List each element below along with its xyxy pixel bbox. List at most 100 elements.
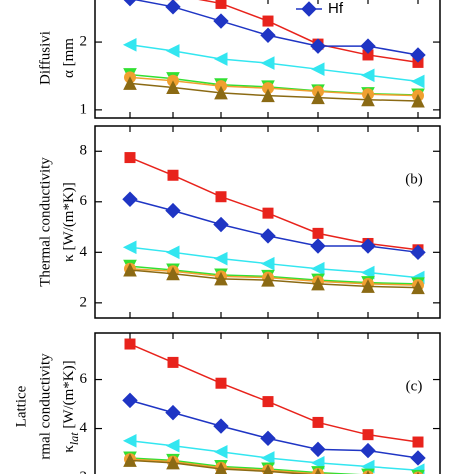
marker xyxy=(261,88,275,103)
marker xyxy=(262,15,274,27)
marker xyxy=(410,74,425,89)
marker xyxy=(123,453,137,467)
marker xyxy=(165,245,180,260)
y-tick-label: 4 xyxy=(80,420,88,436)
y-axis-title: κlat [W/(m*K)] xyxy=(61,360,80,452)
y-tick-label: 2 xyxy=(80,469,88,474)
marker xyxy=(166,80,180,94)
marker xyxy=(122,433,137,448)
marker xyxy=(122,240,137,255)
y-axis-subscript: lat xyxy=(67,432,81,445)
marker xyxy=(311,276,325,291)
y-axis-unit: [W/(m*K)] xyxy=(61,360,77,432)
marker xyxy=(260,56,275,70)
marker xyxy=(215,377,227,389)
marker xyxy=(124,338,136,350)
marker xyxy=(263,464,273,474)
y-axis-title: Lattice xyxy=(13,385,29,427)
marker xyxy=(165,404,181,421)
marker xyxy=(310,456,325,470)
marker xyxy=(311,90,325,105)
y-axis-title: α [mm xyxy=(61,38,77,78)
marker xyxy=(261,272,275,287)
marker xyxy=(260,228,276,244)
y-tick-label: 4 xyxy=(80,244,88,260)
marker xyxy=(361,279,375,293)
y-axis-title: κ [W/(m*K)] xyxy=(61,182,77,262)
marker xyxy=(361,92,375,107)
marker xyxy=(165,44,180,58)
marker xyxy=(165,0,181,15)
marker xyxy=(215,191,227,203)
y-axis-symbol: α [mm xyxy=(61,38,77,78)
marker xyxy=(122,191,138,207)
marker xyxy=(123,262,137,277)
marker xyxy=(167,169,179,181)
marker xyxy=(213,216,229,233)
marker xyxy=(411,93,425,108)
y-axis-title: Diffusivi xyxy=(37,31,53,85)
y-axis-symbol: κ [W/(m*K)] xyxy=(61,182,77,262)
marker xyxy=(214,85,228,100)
marker xyxy=(310,238,326,254)
marker xyxy=(123,76,137,90)
y-axis-title: rmal conductivity xyxy=(37,353,53,460)
marker xyxy=(312,416,324,428)
marker xyxy=(124,152,136,164)
marker xyxy=(360,238,376,254)
marker xyxy=(167,356,179,368)
marker xyxy=(360,442,376,459)
panel-label: (c) xyxy=(406,378,423,394)
marker xyxy=(165,202,181,219)
marker xyxy=(166,266,180,281)
marker xyxy=(260,256,275,271)
marker xyxy=(213,52,228,66)
marker xyxy=(213,251,228,266)
y-tick-label: 8 xyxy=(80,143,88,159)
marker xyxy=(260,430,276,447)
y-tick-label: 1 xyxy=(80,101,88,117)
marker xyxy=(123,0,137,7)
marker xyxy=(411,280,425,295)
marker xyxy=(312,227,324,239)
marker xyxy=(310,62,325,76)
y-axis-title: Thermal conductivity xyxy=(37,157,53,287)
marker xyxy=(366,470,370,474)
marker xyxy=(213,13,229,29)
y-axis-symbol: κ xyxy=(61,445,77,453)
marker xyxy=(260,27,276,43)
plot-frame xyxy=(94,125,441,319)
marker xyxy=(260,451,275,465)
marker xyxy=(360,68,375,83)
marker xyxy=(310,441,326,458)
marker xyxy=(165,438,180,453)
legend-marker xyxy=(301,1,317,17)
y-tick-label: 6 xyxy=(80,193,88,209)
y-tick-label: 6 xyxy=(80,371,88,387)
y-tick-label: 2 xyxy=(80,34,88,50)
marker xyxy=(122,392,138,409)
marker xyxy=(410,244,426,261)
marker xyxy=(310,38,326,54)
marker xyxy=(410,450,426,466)
marker xyxy=(213,445,228,459)
marker xyxy=(262,396,274,408)
marker xyxy=(360,38,376,54)
marker xyxy=(314,467,322,474)
marker xyxy=(166,455,180,470)
marker xyxy=(215,0,227,9)
marker xyxy=(360,265,375,280)
y-tick-label: 2 xyxy=(80,294,88,310)
marker xyxy=(362,429,374,441)
panel-label: (b) xyxy=(405,171,423,187)
legend-label: Hf xyxy=(328,0,344,17)
marker xyxy=(122,37,137,52)
marker xyxy=(213,418,229,434)
marker xyxy=(214,461,228,474)
marker xyxy=(262,207,274,219)
marker xyxy=(412,436,424,448)
marker xyxy=(410,47,426,63)
marker xyxy=(214,271,228,286)
